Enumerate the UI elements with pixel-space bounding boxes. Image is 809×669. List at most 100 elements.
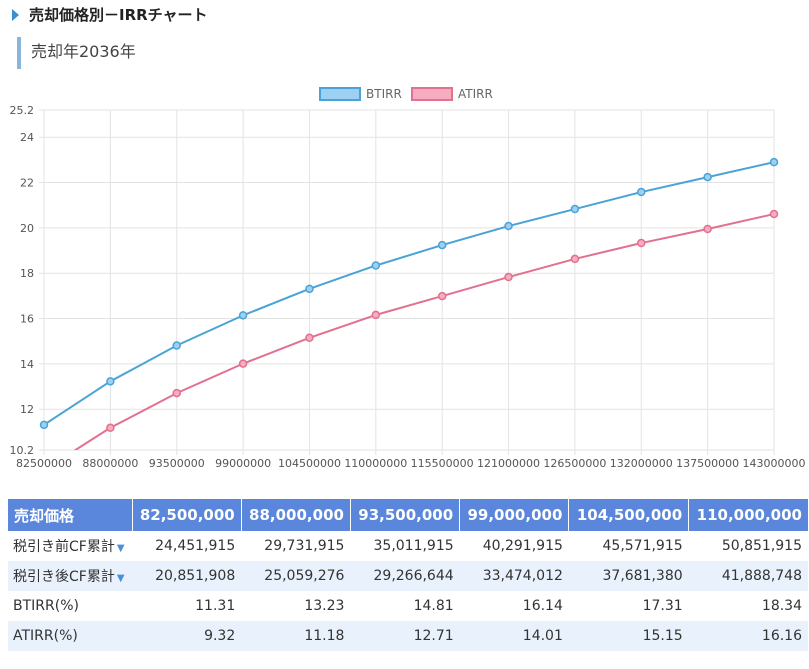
legend-swatch-atirr — [411, 87, 453, 101]
cell-text: 11.31 — [195, 598, 236, 614]
cell-text: 14.81 — [413, 598, 454, 614]
table-cell: 37,681,380 — [568, 561, 689, 591]
table-cell: 16.14 — [460, 591, 569, 621]
table-cell: 14.81 — [350, 591, 459, 621]
x-tick-label: 99000000 — [215, 457, 271, 470]
data-point-atirr — [305, 333, 314, 343]
table-cell: 12.71 — [350, 621, 460, 651]
legend-label-atirr: ATIRR — [458, 87, 493, 101]
data-point-btirr — [703, 172, 712, 182]
table-cell: 29,266,644 — [350, 561, 460, 591]
x-tick-label: 137500000 — [676, 457, 739, 470]
table-row: 税引き前CF累計 ▼ 24,451,915 29,731,915 35,011,915 4… — [8, 531, 808, 561]
table-header-row: 売却価格 82,500,000 88,000,000 93,500,000 99,000… — [8, 499, 808, 531]
x-tick-label: 88000000 — [82, 457, 138, 470]
subtitle: 売却年2036年 — [17, 37, 136, 69]
cell-text: 40,291,915 — [482, 538, 563, 554]
header-price: 99,000,000 — [459, 499, 569, 531]
chevron-down-icon[interactable]: ▼ — [116, 573, 125, 584]
data-point-atirr — [703, 224, 712, 234]
table-cell: 33,474,012 — [459, 561, 569, 591]
table-row: 税引き後CF累計 ▼ 20,851,908 25,059,276 29,266,644 3… — [8, 561, 808, 591]
x-tick-label: 82500000 — [16, 457, 72, 470]
series-line-atirr — [73, 213, 775, 450]
table-cell: 29,731,915 — [241, 531, 350, 561]
table-cell: 17.31 — [569, 591, 689, 621]
cell-text: 15.15 — [642, 628, 683, 644]
row-label[interactable]: 税引き後CF累計 ▼ — [8, 561, 133, 591]
y-tick-label: 24 — [20, 131, 34, 144]
data-point-btirr — [371, 261, 381, 270]
data-point-atirr — [437, 291, 447, 301]
triangle-icon — [12, 8, 19, 21]
data-point-atirr — [172, 388, 181, 398]
cell-text: BTIRR(%) — [13, 598, 79, 614]
data-point-btirr — [172, 341, 181, 350]
data-point-btirr — [637, 187, 646, 197]
table-cell: 35,011,915 — [350, 531, 459, 561]
cell-text: ATIRR(%) — [13, 628, 78, 644]
section-title: 売却価格別－IRRチャート — [12, 4, 208, 25]
x-tick-label: 115500000 — [411, 457, 474, 470]
legend-label-btirr: BTIRR — [366, 87, 402, 101]
x-tick-label: 143000000 — [743, 457, 806, 470]
data-point-atirr — [570, 254, 580, 264]
cell-text: 16.16 — [761, 628, 802, 644]
chevron-down-icon[interactable]: ▼ — [116, 543, 125, 554]
y-tick-label: 12 — [20, 403, 34, 416]
x-tick-label: 121000000 — [477, 457, 540, 470]
y-tick-label: 10.2 — [10, 444, 35, 457]
cell-text: 45,571,915 — [602, 538, 683, 554]
table-cell: 11.31 — [132, 591, 241, 621]
cell-text: 20,851,908 — [155, 568, 236, 584]
series-line-btirr — [44, 161, 775, 426]
data-point-btirr — [570, 204, 580, 214]
table-row: BTIRR(%) 11.31 13.23 14.81 16.14 17.31 18.34 — [8, 591, 808, 621]
table-cell: 15.15 — [568, 621, 689, 651]
data-point-atirr — [238, 359, 248, 368]
cell-text: 税引き後CF累計 — [13, 569, 115, 585]
table-cell: 40,291,915 — [460, 531, 569, 561]
cell-text: 18.34 — [761, 598, 802, 614]
y-tick-label: 25.2 — [10, 104, 35, 117]
cell-text: 14.01 — [522, 628, 563, 644]
irr-table: 売却価格 82,500,000 88,000,000 93,500,000 99,000… — [8, 499, 808, 651]
data-point-btirr — [305, 284, 314, 294]
cell-text: 29,266,644 — [373, 568, 454, 584]
y-tick-label: 18 — [20, 267, 34, 280]
table-cell: 50,851,915 — [689, 531, 808, 561]
data-point-atirr — [637, 238, 646, 248]
table-cell: 11.18 — [241, 621, 351, 651]
data-point-btirr — [769, 157, 779, 167]
row-label: ATIRR(%) — [8, 621, 133, 651]
table-cell: 45,571,915 — [569, 531, 689, 561]
table-cell: 13.23 — [241, 591, 350, 621]
x-tick-label: 104500000 — [278, 457, 341, 470]
section-title-text: 売却価格別－IRRチャート — [29, 6, 208, 24]
data-point-btirr — [504, 221, 513, 231]
y-tick-label: 20 — [20, 222, 34, 235]
data-point-btirr — [238, 311, 248, 320]
data-point-atirr — [504, 272, 513, 282]
legend-swatch-btirr — [319, 87, 361, 101]
cell-text: 9.32 — [204, 628, 236, 644]
cell-text: 35,011,915 — [373, 538, 454, 554]
cell-text: 11.18 — [304, 628, 345, 644]
table-cell: 20,851,908 — [132, 561, 242, 591]
header-price: 82,500,000 — [131, 499, 242, 531]
y-tick-label: 22 — [20, 177, 34, 190]
cell-text: 13.23 — [304, 598, 345, 614]
cell-text: 24,451,915 — [155, 538, 236, 554]
table-cell: 9.32 — [132, 621, 242, 651]
cell-text: 税引き前CF累計 — [13, 539, 115, 555]
cell-text: 17.31 — [642, 598, 683, 614]
header-label: 売却価格 — [8, 499, 133, 531]
cell-text: 12.71 — [413, 628, 454, 644]
data-point-atirr — [769, 209, 779, 219]
y-tick-label: 16 — [20, 313, 34, 326]
row-label[interactable]: 税引き前CF累計 ▼ — [8, 531, 132, 561]
table-row: ATIRR(%) 9.32 11.18 12.71 14.01 15.15 16.16 — [8, 621, 808, 651]
cell-text: 29,731,915 — [264, 538, 345, 554]
table-cell: 41,888,748 — [688, 561, 808, 591]
x-tick-label: 132000000 — [610, 457, 673, 470]
